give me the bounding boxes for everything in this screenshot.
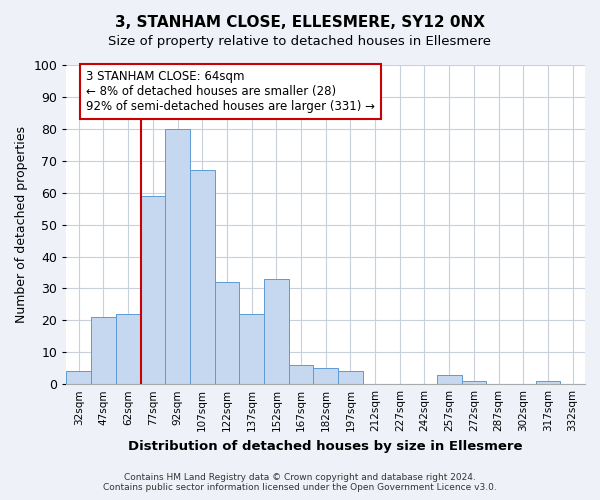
Bar bbox=[461, 381, 486, 384]
Bar bbox=[165, 129, 190, 384]
Bar bbox=[140, 196, 165, 384]
X-axis label: Distribution of detached houses by size in Ellesmere: Distribution of detached houses by size … bbox=[128, 440, 523, 452]
Bar bbox=[215, 282, 239, 384]
Text: Size of property relative to detached houses in Ellesmere: Size of property relative to detached ho… bbox=[109, 35, 491, 48]
Text: Contains HM Land Registry data © Crown copyright and database right 2024.
Contai: Contains HM Land Registry data © Crown c… bbox=[103, 473, 497, 492]
Bar bbox=[313, 368, 338, 384]
Bar bbox=[338, 372, 363, 384]
Y-axis label: Number of detached properties: Number of detached properties bbox=[15, 126, 28, 323]
Bar bbox=[264, 279, 289, 384]
Bar bbox=[437, 374, 461, 384]
Bar bbox=[116, 314, 140, 384]
Text: 3, STANHAM CLOSE, ELLESMERE, SY12 0NX: 3, STANHAM CLOSE, ELLESMERE, SY12 0NX bbox=[115, 15, 485, 30]
Bar bbox=[91, 317, 116, 384]
Bar bbox=[67, 372, 91, 384]
Bar bbox=[536, 381, 560, 384]
Bar bbox=[190, 170, 215, 384]
Bar bbox=[289, 365, 313, 384]
Text: 3 STANHAM CLOSE: 64sqm
← 8% of detached houses are smaller (28)
92% of semi-deta: 3 STANHAM CLOSE: 64sqm ← 8% of detached … bbox=[86, 70, 375, 113]
Bar bbox=[239, 314, 264, 384]
